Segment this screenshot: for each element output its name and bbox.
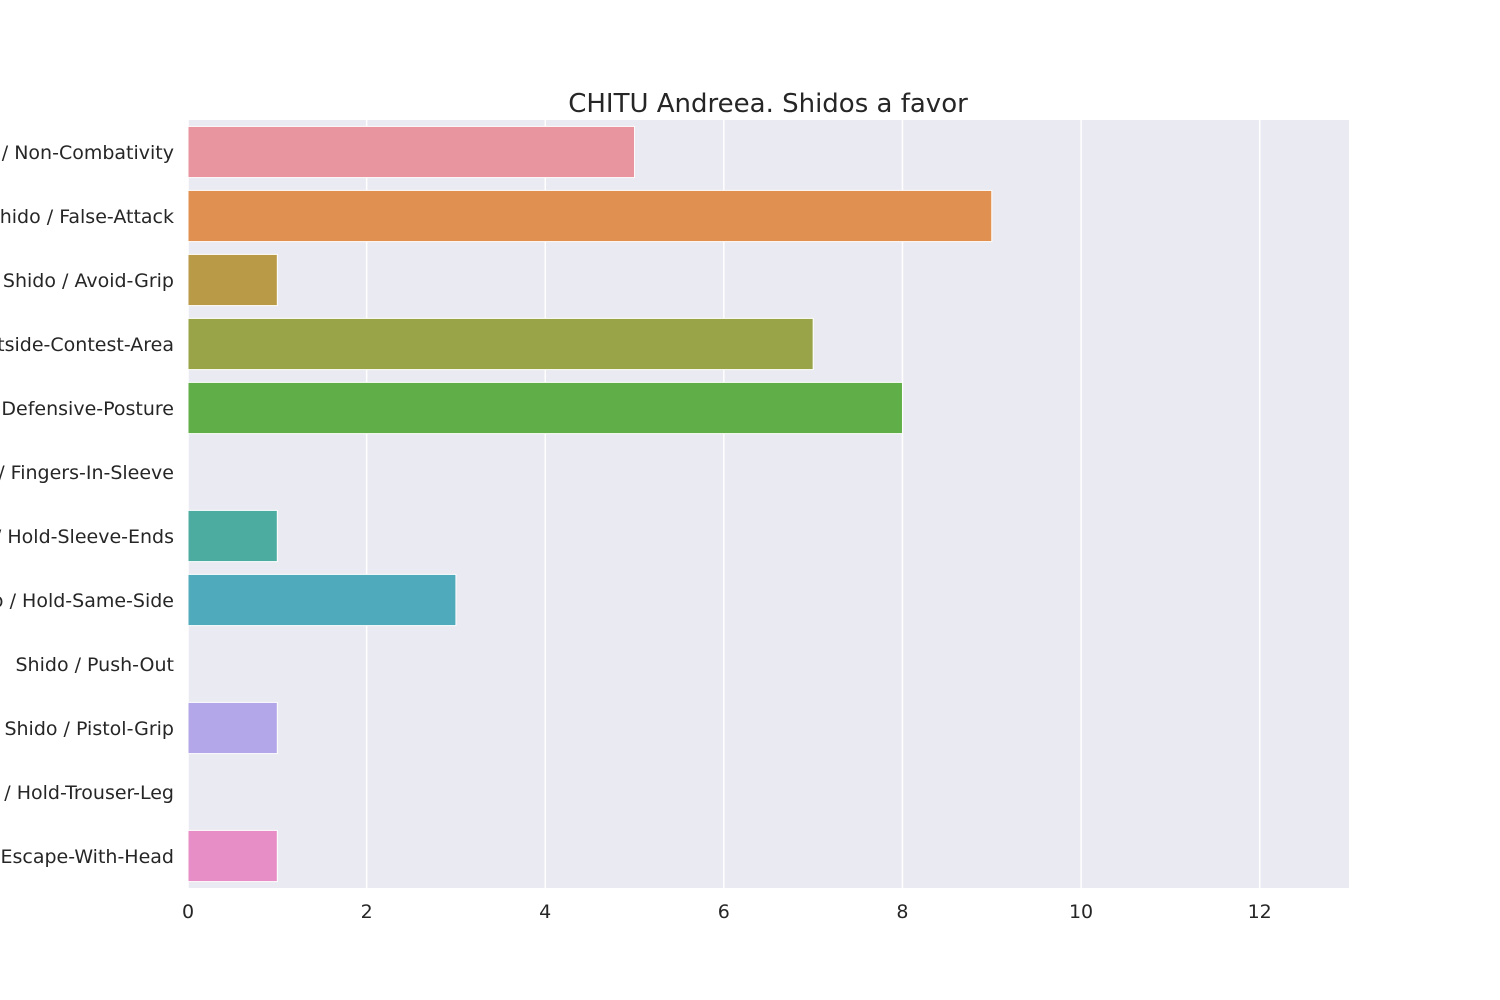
- y-tick-label: Shido / Non-Combativity: [0, 142, 174, 164]
- bar: [187, 701, 278, 755]
- x-tick-label: 4: [539, 901, 551, 923]
- bars: [187, 125, 993, 883]
- gridlines: [187, 120, 1261, 888]
- bar: [187, 381, 903, 435]
- x-tick-label: 12: [1248, 901, 1272, 923]
- x-tick-label: 10: [1069, 901, 1093, 923]
- bar: [187, 317, 814, 371]
- y-tick-label: Shido / Avoid-Grip: [3, 270, 174, 292]
- y-tick-label: Shido / False-Attack: [0, 206, 174, 228]
- bar: [187, 509, 278, 563]
- y-tick-label: Shido / Hold-Trouser-Leg: [0, 782, 174, 804]
- y-tick-label: Shido / Fingers-In-Sleeve: [0, 462, 174, 484]
- x-tick-label: 6: [718, 901, 730, 923]
- y-tick-label: Shido / Escape-With-Head: [0, 846, 174, 868]
- y-tick-label: Shido / Defensive-Posture: [0, 398, 174, 420]
- bar: [187, 573, 457, 627]
- bar: [187, 189, 993, 243]
- y-tick-label: Shido / Hold-Same-Side: [0, 590, 174, 612]
- y-tick-label: Shido / Push-Out: [16, 654, 175, 676]
- chart-title: CHITU Andreea. Shidos a favor: [568, 89, 968, 119]
- y-tick-labels: Shido / Non-Combativity Shido / False-Att…: [0, 142, 174, 868]
- x-tick-labels: 0 2 4 6 8 10 12: [182, 901, 1272, 923]
- bar: [187, 829, 278, 883]
- x-tick-label: 8: [896, 901, 908, 923]
- x-tick-label: 0: [182, 901, 194, 923]
- x-tick-label: 2: [361, 901, 373, 923]
- y-tick-label: Shido / Hold-Sleeve-Ends: [0, 526, 174, 548]
- bar: [187, 253, 278, 307]
- bar: [187, 125, 636, 179]
- plot-area: [188, 120, 1349, 888]
- y-tick-label: Shido / Outside-Contest-Area: [0, 334, 174, 356]
- y-tick-label: Shido / Pistol-Grip: [4, 718, 174, 740]
